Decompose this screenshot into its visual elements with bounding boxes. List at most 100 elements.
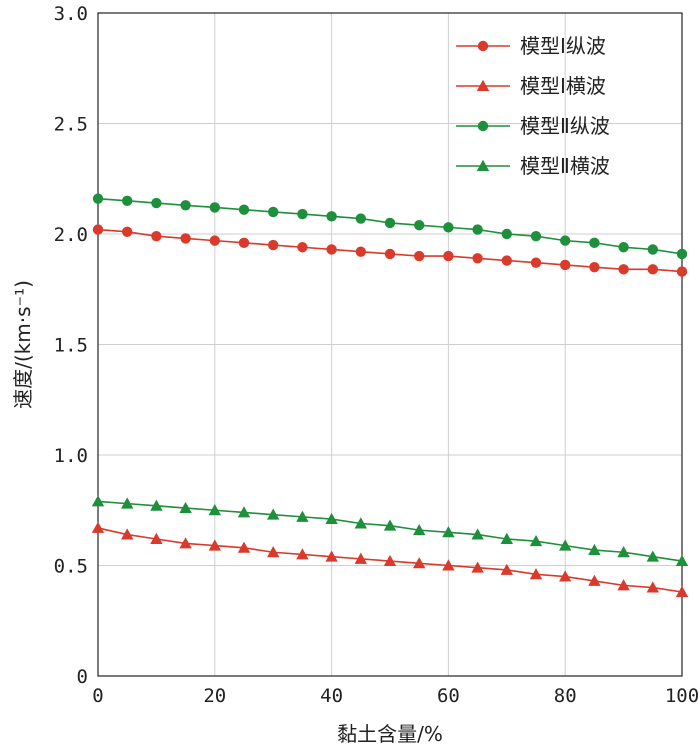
data-point	[560, 259, 571, 271]
data-point	[676, 266, 688, 277]
data-point	[208, 504, 221, 516]
data-point	[529, 568, 543, 580]
data-point	[237, 541, 251, 553]
data-point	[471, 528, 484, 540]
legend-item: 模型Ⅱ横波	[456, 154, 610, 178]
legend-item: 模型Ⅰ纵波	[456, 34, 606, 58]
data-point	[151, 231, 162, 242]
legend-item: 模型Ⅰ横波	[456, 74, 606, 98]
data-point	[414, 250, 425, 262]
data-point	[122, 226, 133, 237]
data-point	[588, 543, 601, 555]
data-point	[442, 526, 455, 538]
x-tick-label: 40	[320, 685, 343, 707]
x-tick-label: 0	[92, 685, 103, 707]
data-point	[675, 554, 689, 567]
data-point	[560, 235, 571, 246]
data-point	[238, 237, 250, 249]
data-point	[180, 233, 191, 244]
data-point	[442, 559, 455, 571]
data-point	[296, 548, 309, 560]
data-point	[617, 579, 630, 591]
data-point	[325, 512, 338, 525]
data-point	[238, 204, 250, 215]
series-group	[91, 193, 689, 597]
series-1	[91, 521, 689, 597]
data-point	[383, 519, 397, 531]
data-point	[296, 510, 309, 522]
y-tick-label: 0	[77, 666, 88, 688]
data-point	[472, 253, 483, 264]
data-point	[617, 546, 630, 558]
legend-item: 模型Ⅱ纵波	[456, 114, 610, 138]
data-point	[150, 499, 163, 511]
data-point	[384, 217, 396, 229]
data-point	[325, 550, 338, 562]
data-point	[355, 246, 366, 257]
data-point	[209, 202, 220, 213]
data-point	[92, 193, 104, 204]
data-point	[122, 195, 133, 207]
legend-label: 模型Ⅱ纵波	[520, 114, 610, 138]
data-point	[413, 523, 426, 536]
data-point	[500, 532, 513, 544]
legend-marker	[476, 79, 490, 91]
data-point	[91, 495, 105, 507]
series-2	[92, 193, 688, 260]
plot-frame	[97, 12, 683, 677]
data-point	[150, 532, 163, 544]
y-tick-label: 2.0	[54, 224, 88, 246]
y-tick-label: 3.0	[54, 3, 88, 25]
y-tick-label: 1.5	[54, 335, 88, 357]
data-point	[501, 255, 512, 266]
data-point	[180, 200, 191, 211]
legend-label: 模型Ⅱ横波	[520, 154, 610, 178]
data-point	[384, 248, 396, 260]
x-tick-label: 100	[665, 685, 699, 707]
series-0	[92, 224, 688, 277]
x-axis-title: 黏土含量/%	[337, 722, 443, 746]
data-point	[209, 235, 220, 246]
y-tick-labels: 0 0.5 1.0 1.5 2.0 2.5 3.0	[54, 3, 88, 688]
data-point	[179, 537, 192, 549]
data-point	[443, 250, 454, 262]
data-point	[92, 224, 104, 235]
data-point	[646, 550, 659, 562]
data-point	[472, 224, 483, 235]
x-tick-label: 20	[203, 685, 226, 707]
data-point	[151, 197, 162, 209]
data-point	[675, 585, 689, 597]
y-tick-label: 2.5	[54, 114, 88, 136]
data-point	[559, 570, 572, 582]
data-point	[471, 561, 484, 573]
data-point	[179, 501, 192, 513]
legend-label: 模型Ⅰ纵波	[520, 34, 606, 58]
y-tick-label: 0.5	[54, 556, 88, 578]
data-point	[589, 261, 600, 273]
data-point	[588, 574, 601, 586]
data-point	[383, 554, 397, 567]
data-point	[676, 248, 688, 260]
data-point	[618, 264, 629, 275]
data-point	[268, 206, 279, 218]
data-point	[267, 546, 280, 558]
data-point	[326, 244, 337, 255]
data-point	[647, 264, 658, 275]
data-point	[91, 521, 105, 533]
data-point	[646, 581, 659, 593]
data-point	[413, 557, 426, 569]
data-point	[354, 517, 367, 529]
y-axis-title: 速度/(km·s⁻¹)	[11, 280, 35, 409]
legend-marker	[477, 120, 489, 132]
data-point	[530, 257, 542, 268]
series-3	[91, 495, 689, 567]
x-tick-label: 60	[437, 685, 460, 707]
data-point	[237, 506, 251, 518]
data-point	[354, 552, 367, 564]
data-point	[121, 497, 134, 509]
data-point	[559, 539, 572, 551]
data-point	[501, 228, 512, 240]
